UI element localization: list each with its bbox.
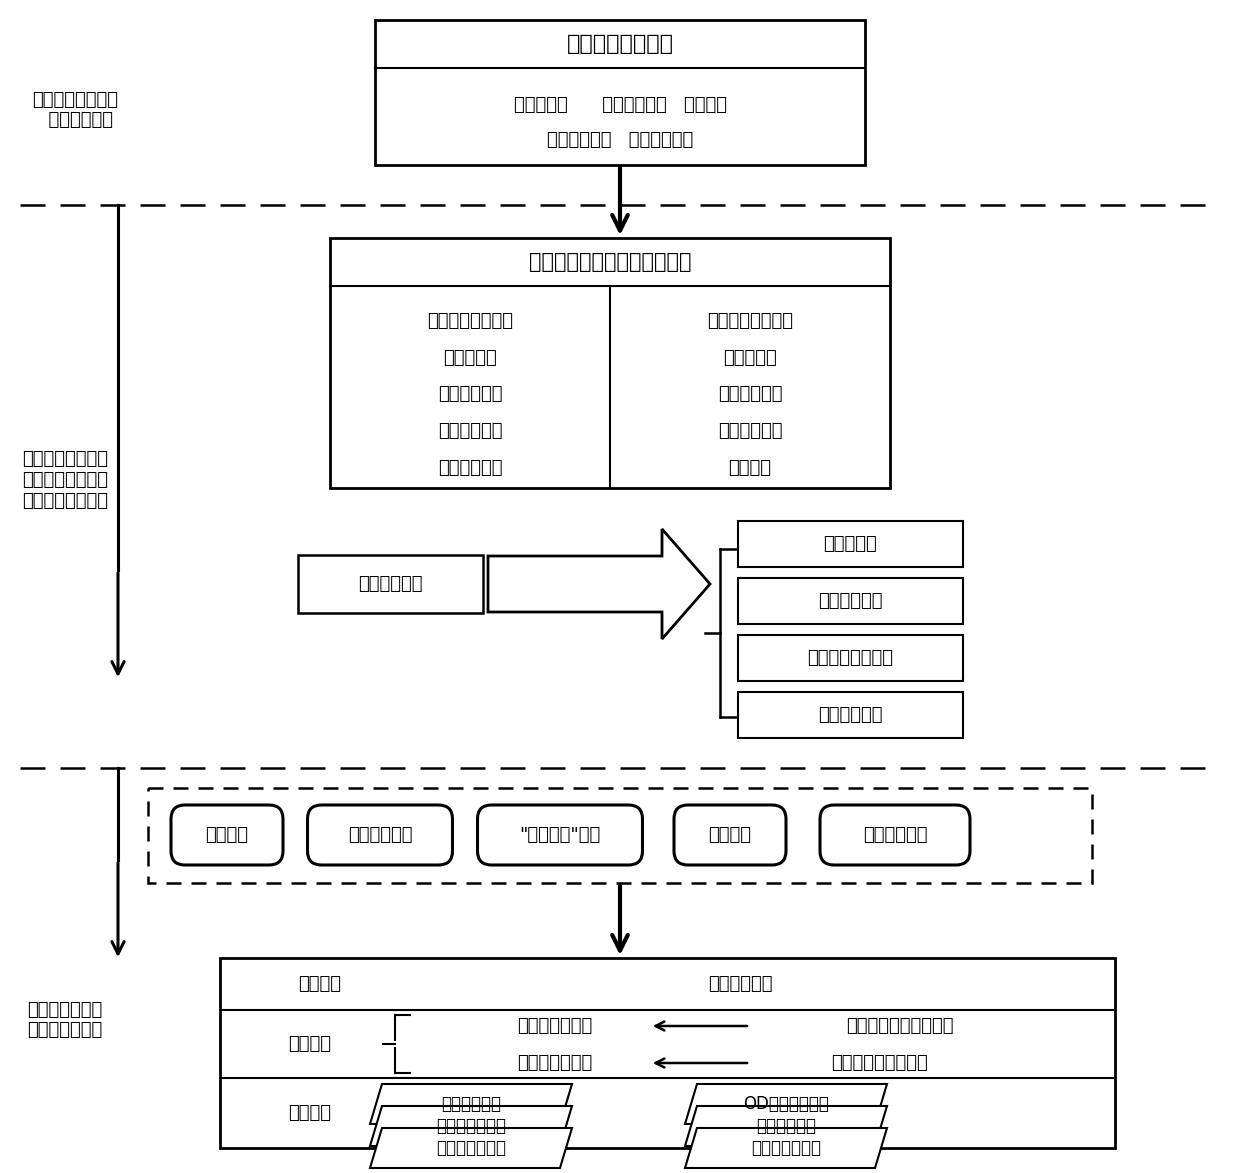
Text: 结合现实需求: 结合现实需求 bbox=[863, 826, 928, 845]
Polygon shape bbox=[370, 1128, 572, 1168]
Text: 决策变量: 决策变量 bbox=[289, 1035, 331, 1053]
Text: 上下行对称约束: 上下行对称约束 bbox=[436, 1139, 506, 1157]
Text: 周末方案线频率: 周末方案线频率 bbox=[517, 1055, 593, 1072]
Text: 线路能力约束: 线路能力约束 bbox=[756, 1117, 816, 1135]
Text: 周末列车备选集：: 周末列车备选集： bbox=[707, 312, 794, 330]
Polygon shape bbox=[370, 1106, 572, 1146]
FancyBboxPatch shape bbox=[148, 788, 1092, 883]
Text: 区间服务约束: 区间服务约束 bbox=[441, 1096, 501, 1113]
Text: 运营成本最小: 运营成本最小 bbox=[708, 975, 773, 994]
Text: 列车编组: 列车编组 bbox=[729, 459, 771, 477]
FancyBboxPatch shape bbox=[738, 521, 963, 567]
Text: 列车开行频率   列车运行径路: 列车开行频率 列车运行径路 bbox=[547, 131, 693, 149]
FancyBboxPatch shape bbox=[820, 805, 970, 865]
Text: 平日列车备选集：: 平日列车备选集： bbox=[427, 312, 513, 330]
Polygon shape bbox=[370, 1084, 572, 1124]
FancyBboxPatch shape bbox=[477, 805, 642, 865]
FancyBboxPatch shape bbox=[374, 20, 866, 165]
Text: 列车起讫点: 列车起讫点 bbox=[443, 350, 497, 367]
FancyBboxPatch shape bbox=[738, 692, 963, 738]
Polygon shape bbox=[684, 1084, 887, 1124]
Text: 周期性列车开行方
案备选集设计及客
流需求异质性分析: 周期性列车开行方 案备选集设计及客 流需求异质性分析 bbox=[22, 450, 108, 510]
Text: 约束条件: 约束条件 bbox=[289, 1104, 331, 1123]
Text: 调整前的上一阶段
  方案作为输入: 调整前的上一阶段 方案作为输入 bbox=[32, 90, 118, 129]
Text: 客流波动趋势: 客流波动趋势 bbox=[818, 706, 883, 724]
Text: 列车灵活编组: 列车灵活编组 bbox=[438, 459, 502, 477]
FancyBboxPatch shape bbox=[308, 805, 453, 865]
FancyBboxPatch shape bbox=[738, 635, 963, 682]
Polygon shape bbox=[684, 1128, 887, 1168]
FancyBboxPatch shape bbox=[171, 805, 283, 865]
FancyBboxPatch shape bbox=[330, 238, 890, 488]
Polygon shape bbox=[489, 529, 711, 639]
Text: 列车停站方案: 列车停站方案 bbox=[438, 385, 502, 404]
Text: 平日方案线频率: 平日方案线频率 bbox=[517, 1017, 593, 1035]
Text: 平日列车开行方案: 平日列车开行方案 bbox=[567, 34, 673, 54]
Text: 周末列车开行方案备选集设计: 周末列车开行方案备选集设计 bbox=[528, 252, 691, 272]
Text: OD服务频率约束: OD服务频率约束 bbox=[743, 1096, 828, 1113]
Text: 列车起讫点: 列车起讫点 bbox=[723, 350, 777, 367]
Text: 周末列车开行方
案优化模型构建: 周末列车开行方 案优化模型构建 bbox=[27, 1001, 103, 1039]
Text: 集合覆盖思想: 集合覆盖思想 bbox=[347, 826, 412, 845]
Text: 控制与原方案的相似度: 控制与原方案的相似度 bbox=[846, 1017, 954, 1035]
Text: 直达性需求: 直达性需求 bbox=[823, 535, 878, 552]
Text: 灵活编组: 灵活编组 bbox=[708, 826, 751, 845]
Text: 区间客流频率需求: 区间客流频率需求 bbox=[807, 649, 894, 667]
FancyBboxPatch shape bbox=[298, 555, 484, 613]
Text: 服务频率需求: 服务频率需求 bbox=[818, 592, 883, 610]
Text: 方案相似度约束: 方案相似度约束 bbox=[751, 1139, 821, 1157]
Text: 满足波动的客流需求: 满足波动的客流需求 bbox=[832, 1055, 929, 1072]
FancyBboxPatch shape bbox=[738, 578, 963, 624]
Text: 分层思想: 分层思想 bbox=[206, 826, 248, 845]
Text: 列车停站方案: 列车停站方案 bbox=[718, 385, 782, 404]
Text: 列车运行径路: 列车运行径路 bbox=[718, 422, 782, 440]
Polygon shape bbox=[684, 1106, 887, 1146]
Text: 列车运行径路: 列车运行径路 bbox=[438, 422, 502, 440]
Text: 目标函数: 目标函数 bbox=[299, 975, 341, 994]
Text: 既有客票数据: 既有客票数据 bbox=[358, 575, 423, 594]
FancyBboxPatch shape bbox=[675, 805, 786, 865]
Text: 动车组数量约束: 动车组数量约束 bbox=[436, 1117, 506, 1135]
Text: "一日一图"思想: "一日一图"思想 bbox=[520, 826, 600, 845]
FancyBboxPatch shape bbox=[219, 958, 1115, 1148]
Text: 列车起讫点      列车停站方案   列车编组: 列车起讫点 列车停站方案 列车编组 bbox=[513, 96, 727, 114]
